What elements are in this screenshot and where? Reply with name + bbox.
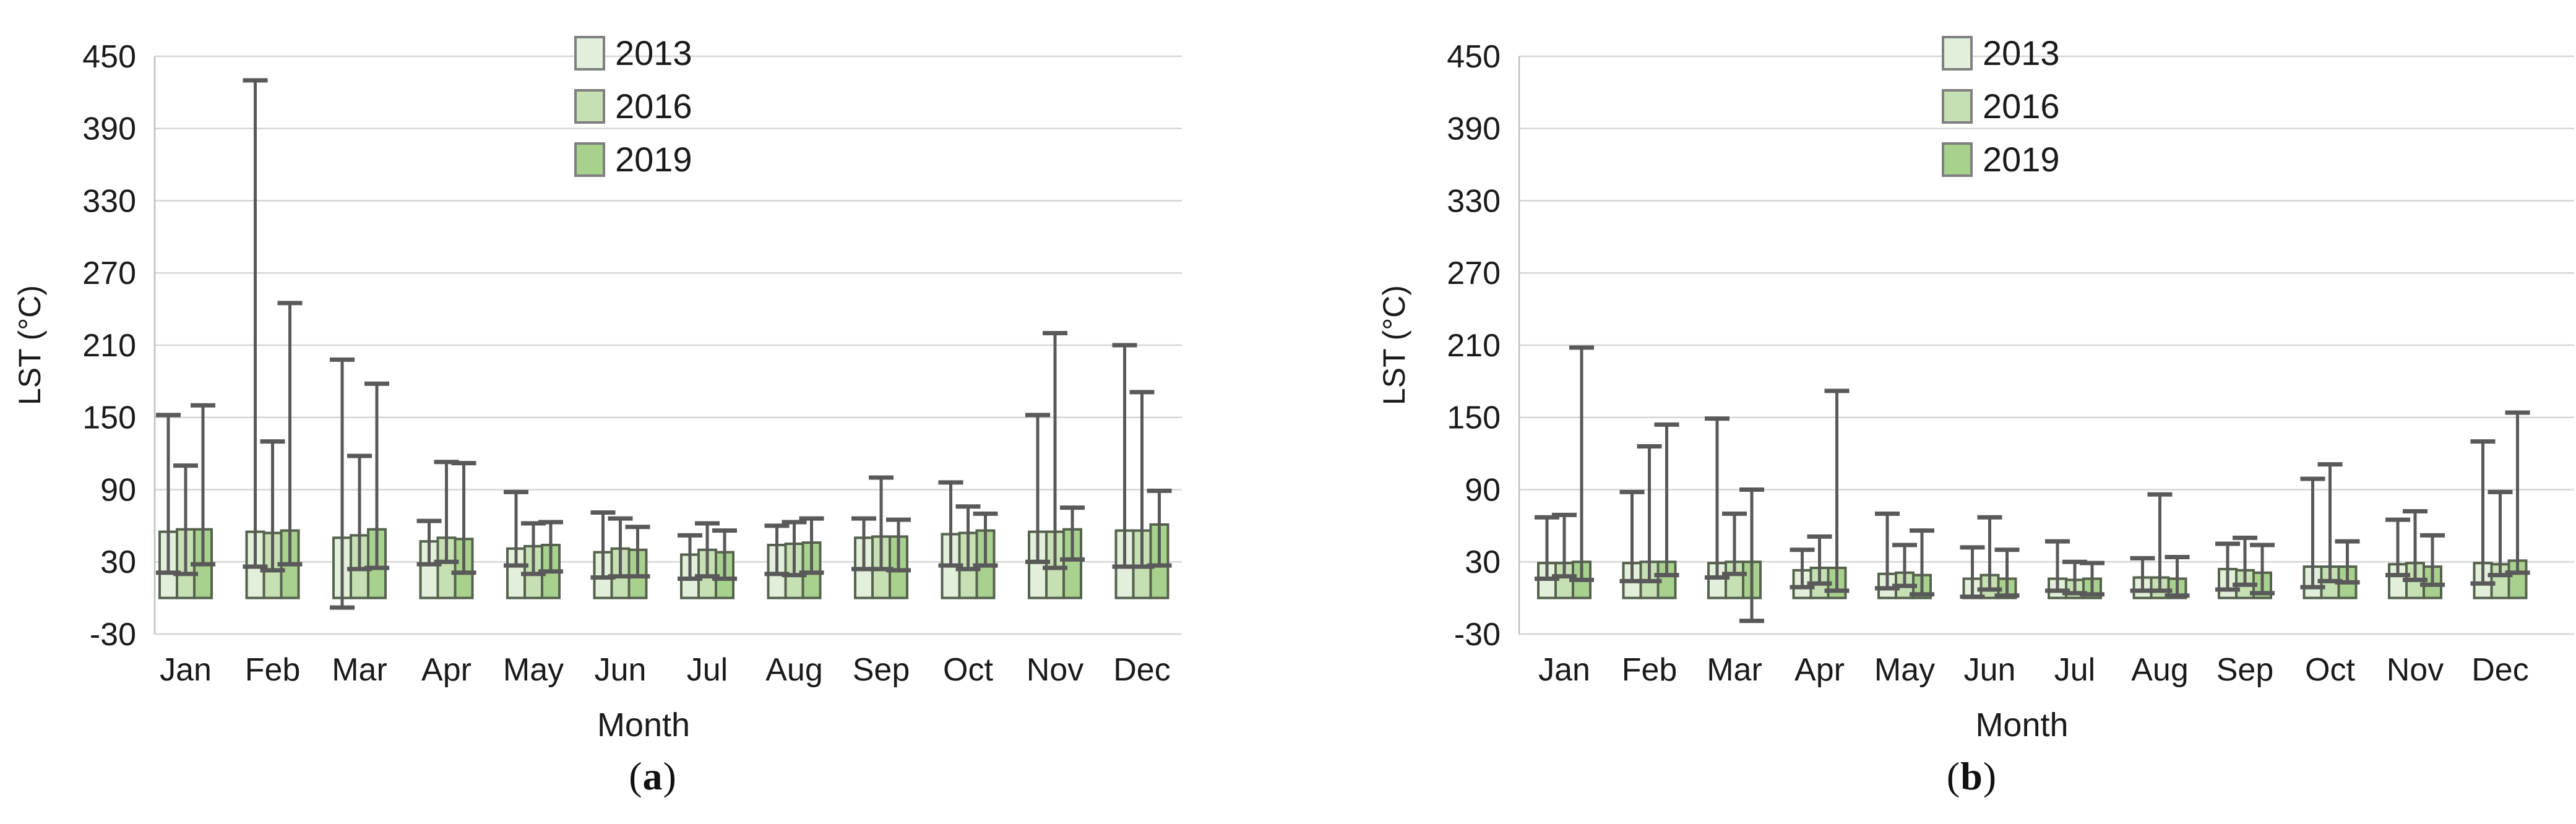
y-tick-label--30: -30 (1454, 617, 1501, 653)
y-tick-label-90: 90 (100, 472, 136, 508)
y-tick-label-450: 450 (82, 39, 136, 75)
y-tick-label-270: 270 (1447, 255, 1501, 291)
x-axis-title: Month (597, 706, 690, 744)
x-axis-title: Month (1975, 706, 2068, 744)
legend-label-2016: 2016 (615, 87, 692, 126)
x-tick-label-May: May (503, 652, 564, 688)
x-tick-label-Sep: Sep (853, 652, 910, 688)
y-tick-label-270: 270 (82, 255, 136, 291)
x-tick-label-Feb: Feb (245, 652, 301, 688)
y-axis-title: LST (°C) (12, 285, 47, 405)
y-tick-label-210: 210 (82, 328, 136, 364)
legend-swatch-2019 (574, 142, 605, 177)
x-tick-label-Jun: Jun (1964, 652, 2016, 688)
y-tick-label-330: 330 (82, 183, 136, 219)
legend-swatch-2013 (574, 36, 605, 71)
x-tick-label-Dec: Dec (1113, 652, 1170, 688)
legend-label-2019: 2019 (615, 140, 692, 179)
legend-label-2016: 2016 (1983, 87, 2060, 126)
x-tick-label-Jul: Jul (2054, 652, 2095, 688)
x-tick-label-Mar: Mar (332, 652, 387, 688)
y-tick-label-30: 30 (1465, 544, 1501, 580)
y-tick-label--30: -30 (90, 617, 136, 653)
chart-panel-a: 450 390 330 270 210 150 90 30 -30 LST (°C) Jan Feb M… (12, 33, 1182, 744)
legend-label-2019: 2019 (1983, 140, 2060, 179)
legend-label-2013: 2013 (615, 33, 692, 72)
x-tick-label-May: May (1874, 652, 1935, 688)
chart-svg-a: 450 390 330 270 210 150 90 30 -30 LST (°C) Jan Feb M… (12, 33, 1182, 744)
chart-panel-b: 450 390 330 270 210 150 90 30 -30 LST (°C) Jan Feb M… (1368, 0, 2576, 824)
legend-swatch-2019 (1942, 142, 1973, 177)
y-tick-label-150: 150 (1447, 400, 1501, 436)
x-tick-label-Nov: Nov (1027, 652, 1083, 688)
y-tick-label-30: 30 (100, 544, 136, 580)
y-tick-label-450: 450 (1447, 39, 1501, 75)
x-tick-label-Apr: Apr (421, 652, 472, 688)
x-tick-label-Aug: Aug (765, 652, 823, 688)
legend-swatch-2016 (574, 89, 605, 124)
caption-b: (b) (1946, 754, 1997, 798)
legend-swatch-2013 (1942, 36, 1973, 71)
y-tick-label-90: 90 (1465, 472, 1501, 508)
y-tick-label-390: 390 (82, 111, 136, 147)
y-tick-label-150: 150 (82, 400, 136, 436)
x-tick-label-Aug: Aug (2131, 652, 2189, 688)
y-tick-label-330: 330 (1447, 183, 1501, 219)
y-tick-label-390: 390 (1447, 111, 1501, 147)
x-tick-label-Sep: Sep (2216, 652, 2274, 688)
x-tick-label-Feb: Feb (1622, 652, 1678, 688)
x-tick-label-Jan: Jan (160, 652, 212, 688)
x-tick-label-Oct: Oct (2305, 652, 2355, 688)
x-tick-label-Jan: Jan (1538, 652, 1590, 688)
x-tick-label-Nov: Nov (2387, 652, 2444, 688)
chart-svg-b: 450 390 330 270 210 150 90 30 -30 LST (°C) Jan Feb M… (1377, 33, 2574, 744)
x-tick-label-Jun: Jun (595, 652, 647, 688)
y-tick-label-210: 210 (1447, 328, 1501, 364)
x-tick-label-Apr: Apr (1794, 652, 1845, 688)
legend-label-2013: 2013 (1983, 33, 2060, 72)
caption-a: (a) (629, 754, 677, 798)
y-axis-title: LST (°C) (1377, 285, 1411, 405)
legend-swatch-2016 (1942, 89, 1973, 124)
x-tick-label-Dec: Dec (2471, 652, 2528, 688)
x-tick-label-Mar: Mar (1707, 652, 1762, 688)
x-tick-label-Oct: Oct (943, 652, 993, 688)
x-tick-label-Jul: Jul (687, 652, 728, 688)
